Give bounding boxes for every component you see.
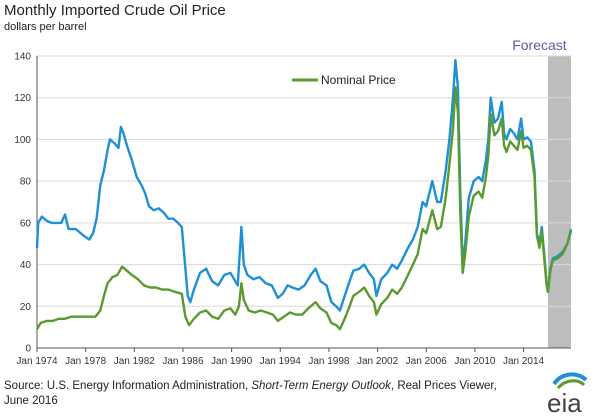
chart-units-label: dollars per barrel [4,21,87,33]
source-note: Source: U.S. Energy Information Administ… [4,379,524,409]
series-line-nominal [35,86,573,331]
x-tick-label-2006: Jan 2006 [406,356,448,367]
y-tick-label-40: 40 [20,260,32,271]
source-date: June 2016 [4,395,58,407]
logo-swoosh-blue [552,372,588,386]
y-tick-label-20: 20 [20,302,32,313]
x-tick-label-1994: Jan 1994 [260,356,302,367]
x-tick-label-1978: Jan 1978 [65,356,107,367]
forecast-band [547,56,571,348]
y-tick-label-120: 120 [14,93,31,104]
x-tick-label-1986: Jan 1986 [162,356,204,367]
y-tick-label-80: 80 [20,177,32,188]
x-tick-label-1974: Jan 1974 [16,356,58,367]
source-suffix: , Real Prices Viewer, [390,380,497,392]
x-tick-label-2010: Jan 2010 [454,356,496,367]
x-tick-label-1998: Jan 1998 [308,356,350,367]
source-publication: Short-Term Energy Outlook [251,380,391,392]
y-tick-label-140: 140 [14,52,31,63]
legend-label-nominal: Nominal Price [321,73,396,87]
x-tick-label-2014: Jan 2014 [503,356,545,367]
forecast-label: Forecast [512,37,567,53]
eia-logo: eia [547,372,588,418]
oil-price-chart: Forecast 0 20 40 60 80 100 120 140 Jan 1974 Jan 1… [14,37,573,367]
x-tick-label-1990: Jan 1990 [211,356,253,367]
chart-title: Monthly Imported Crude Oil Price [4,2,226,19]
x-tick-label-1982: Jan 1982 [114,356,156,367]
x-tick-label-2002: Jan 2002 [357,356,399,367]
logo-swoosh-green [556,379,586,390]
y-tick-label-0: 0 [25,344,31,355]
logo-text: eia [547,388,582,418]
source-prefix: Source: U.S. Energy Information Administ… [4,380,252,392]
y-tick-label-60: 60 [20,218,32,229]
y-tick-label-100: 100 [14,135,31,146]
